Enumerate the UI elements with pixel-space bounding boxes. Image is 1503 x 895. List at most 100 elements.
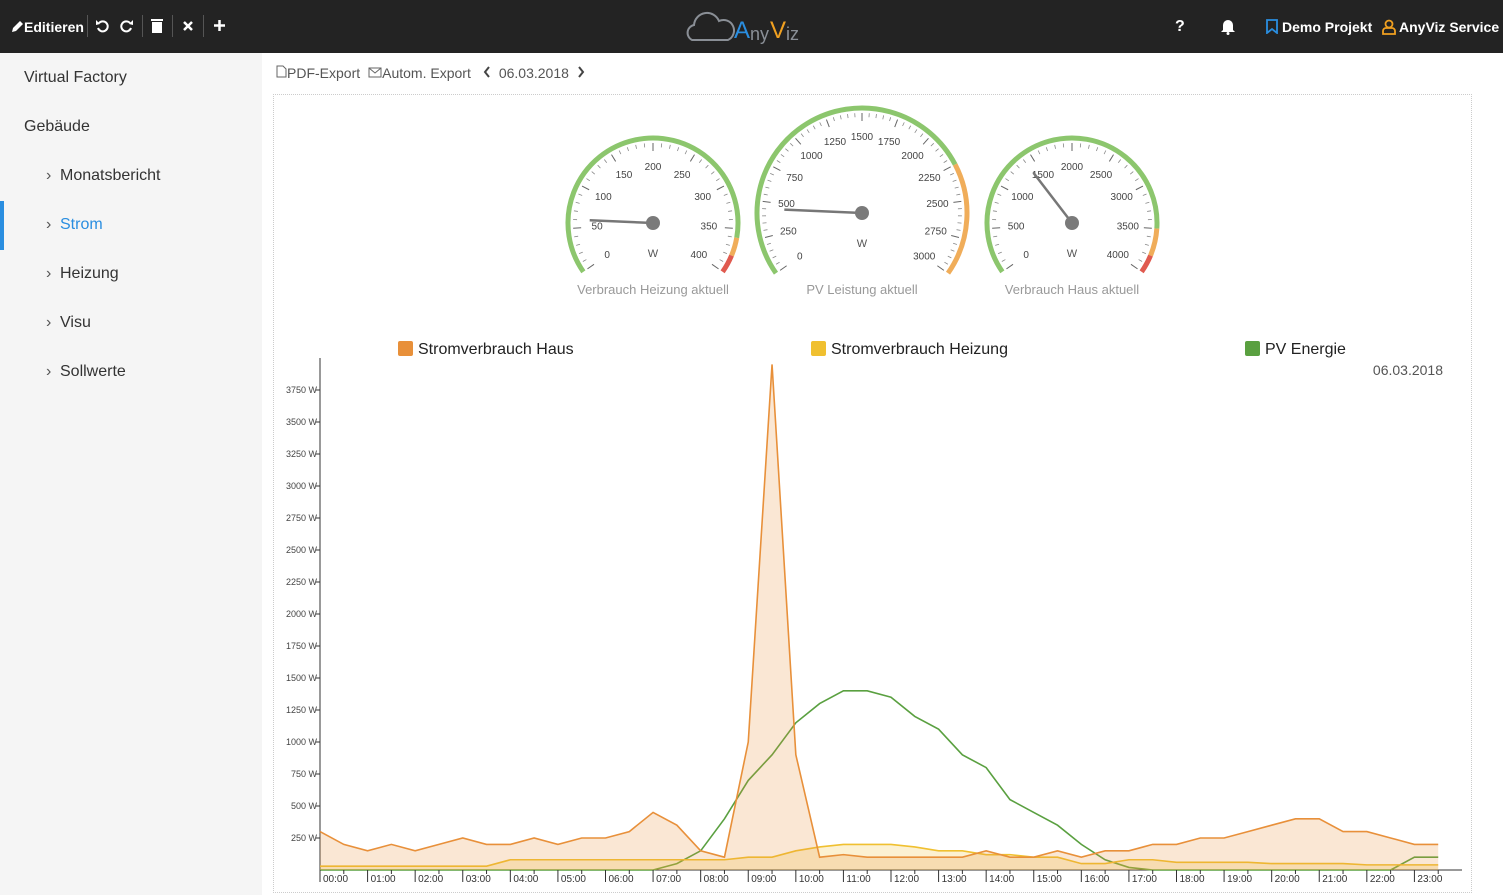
project-label: Demo Projekt [1282,18,1373,35]
logo-part: iz [786,24,799,44]
project-button[interactable]: Demo Projekt [1265,0,1372,53]
x-tick-label: 21:00 [1322,874,1347,885]
gauge-minor-tick [882,115,885,120]
legend-swatch [398,341,413,356]
gauge-minor-tick [889,117,892,122]
gauge-minor-tick [1142,251,1147,254]
nav-item[interactable]: Visu [46,312,91,334]
gauge-minor-tick [586,178,591,182]
gauge-minor-tick [920,133,924,138]
nav-item[interactable]: Gebäude [24,118,90,135]
user-button[interactable]: AnyViz Service [1381,0,1499,53]
x-tick-label: 19:00 [1227,874,1252,885]
gauge-minor-tick [728,210,733,212]
y-tick-label: 3750 W [286,385,318,395]
gauge-tick [762,200,771,203]
gauge-tick-label: 100 [595,192,612,203]
gauge-minor-tick [1142,193,1147,196]
x-tick-label: 03:00 [466,874,491,885]
nav-item[interactable]: Virtual Factory [24,69,127,86]
gauge-tick-label: 150 [616,170,633,181]
gauge-minor-tick [812,125,816,130]
gauge-title: Verbrauch Heizung aktuell [577,282,729,297]
gauge-minor-tick [603,159,608,163]
gauge-band [565,135,741,274]
y-tick-label: 1000 W [286,737,318,747]
close-icon[interactable] [182,20,194,32]
gauge-hub [1065,216,1079,230]
gauge-tick-label: 0 [1023,250,1029,261]
legend-label: Stromverbrauch Heizung [831,341,1008,358]
gauge-minor-tick [763,193,768,196]
nav-item[interactable]: Strom [46,214,103,236]
gauge-tick-label: 250 [780,227,797,238]
gauge-minor-tick [914,129,918,134]
gauge-minor-tick [684,150,688,155]
gauge-minor-tick [847,113,849,119]
gauge-tick-label: 2500 [1090,170,1113,181]
prev-date[interactable] [483,65,491,81]
gauge-minor-tick [1005,178,1010,182]
nav-item[interactable]: Sollwerte [46,361,126,383]
edit-button[interactable]: Editieren [10,0,84,53]
gauge-band [1148,228,1160,257]
x-tick-label: 04:00 [513,874,538,885]
gauge-minor-tick [839,115,842,120]
gauge-minor-tick [875,113,877,119]
x-tick-label: 08:00 [704,874,729,885]
series-line [320,690,1439,871]
gauge-band [720,254,734,274]
undo-icon[interactable] [95,18,111,34]
gauge-minor-tick [1001,259,1006,262]
gauge-tick [992,227,1001,229]
nav-item[interactable]: Monatsbericht [46,165,161,187]
gauge-minor-tick [954,186,959,189]
dashboard-panel [273,94,1472,893]
delete-icon[interactable] [150,18,164,34]
gauge-tick [1000,185,1009,191]
auto-export[interactable]: Autom. Export [368,65,471,81]
bookmark-icon [1266,19,1278,34]
gauge-hub [855,206,869,220]
gauge-minor-tick [591,171,596,175]
gauge-tick [689,154,695,162]
legend-label: PV Energie [1265,341,1346,358]
help-button[interactable]: ? [1175,0,1185,53]
gauge-tick [716,185,725,191]
gauge-minor-tick [1022,159,1027,163]
gauge-minor-tick [597,164,601,169]
gauge-minor-tick [1037,150,1041,155]
y-tick-label: 1500 W [286,673,318,683]
gauge-minor-tick [710,171,715,175]
mail-icon [368,67,382,78]
next-date[interactable] [577,65,585,81]
separator [203,15,204,37]
gauge-minor-tick [770,173,775,176]
gauge-tick-label: 1000 [800,151,823,162]
gauge-tick [587,263,595,270]
nav-item[interactable]: Heizung [46,263,119,285]
gauge-tick [779,265,787,271]
gauge-hub [646,216,660,230]
gauge-needle [784,208,863,215]
gauge-minor-tick [705,164,709,169]
chevron-left [483,66,490,78]
gauge-minor-tick [995,243,1000,246]
gauge-tick-label: 2000 [1061,162,1084,173]
chart-subtitle: 06.03.2018 [1373,362,1443,378]
gauge-tick-label: 1500 [1032,170,1055,181]
gauge-tick-label: 300 [694,192,711,203]
x-tick-label: 06:00 [609,874,634,885]
pdf-export[interactable]: PDF-Export [276,65,360,81]
gauge-minor-tick [832,117,835,122]
gauge-minor-tick [1138,259,1143,262]
gauge-tick-label: 0 [604,250,610,261]
pdf-label: PDF-Export [287,65,361,81]
bell-icon[interactable] [1220,19,1236,35]
gauge-tick [764,235,773,238]
x-tick-label: 07:00 [656,874,681,885]
gauge-minor-tick [994,201,999,204]
redo-icon[interactable] [118,18,134,34]
add-icon[interactable] [213,19,226,32]
gauge-minor-tick [1134,178,1139,182]
